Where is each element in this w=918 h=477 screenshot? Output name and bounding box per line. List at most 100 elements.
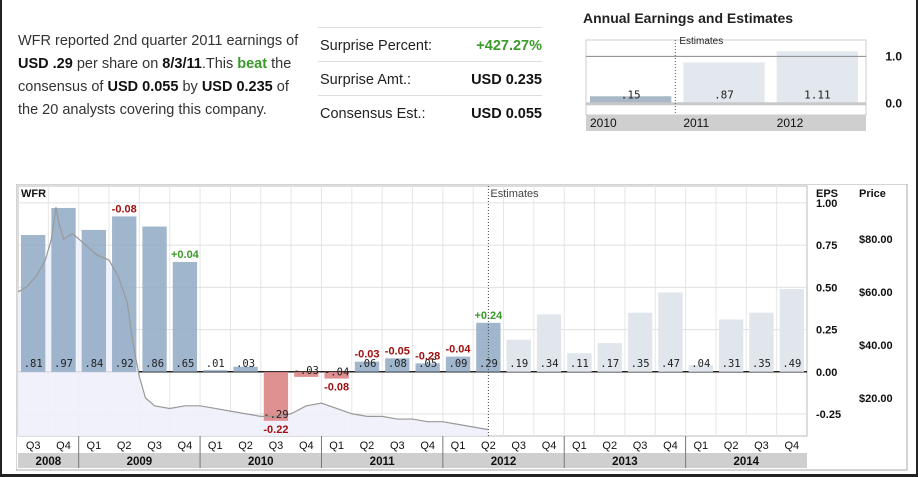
summary-text-1: WFR reported 2nd quarter 2011 earnings o… <box>18 33 299 49</box>
eps-value-label: .49 <box>782 358 801 370</box>
price-axis-label: Price <box>859 188 886 200</box>
eps-value-label: .47 <box>661 358 680 370</box>
summary-text-3: .This <box>201 56 234 72</box>
price-line <box>17 207 489 431</box>
eps-value-label: .81 <box>24 358 43 370</box>
eps-tick-label: -0.25 <box>816 409 841 421</box>
summary-verdict: beat <box>237 56 268 72</box>
annual-y-tick-label: 0.0 <box>885 96 902 110</box>
eps-value-label: .08 <box>388 358 407 370</box>
quarter-tick-label: Q2 <box>360 440 375 452</box>
annual-value-label: 1.11 <box>804 88 831 101</box>
surprise-label: -0.08 <box>112 203 137 215</box>
quarter-tick-label: Q1 <box>451 440 466 452</box>
eps-bar <box>506 339 531 372</box>
annual-zero-band <box>586 102 866 106</box>
surprise-label: -0.08 <box>324 382 349 394</box>
summary-date: 8/3/11 <box>162 56 202 72</box>
year-tick-label: 2008 <box>36 456 62 468</box>
annual-value-label: .15 <box>621 88 641 101</box>
year-tick-label: 2012 <box>491 456 517 468</box>
quarter-tick-label: Q3 <box>633 440 648 452</box>
eps-bar <box>415 363 440 372</box>
annual-earnings-panel: Annual Earnings and Estimates Estimates.… <box>583 10 903 135</box>
eps-value-label: .11 <box>570 358 589 370</box>
annual-y-tick-label: 1.0 <box>885 49 902 63</box>
earnings-summary: WFR reported 2nd quarter 2011 earnings o… <box>18 30 313 122</box>
eps-bar <box>749 312 774 372</box>
price-tick-label: $80.00 <box>859 234 893 246</box>
summary-eps: USD .29 <box>18 56 73 72</box>
quarter-tick-label: Q3 <box>754 440 769 452</box>
annual-chart-title: Annual Earnings and Estimates <box>583 10 794 26</box>
eps-tick-label: 0.50 <box>816 282 837 294</box>
price-tick-label: $20.00 <box>859 393 893 405</box>
stat-label: Consensus Est.: <box>320 106 426 122</box>
quarter-tick-label: Q4 <box>542 440 557 452</box>
eps-value-label: .31 <box>722 358 741 370</box>
eps-bar <box>536 314 562 372</box>
stat-row-surprise-amount: Surprise Amt.: USD 0.235 <box>318 61 542 95</box>
eps-price-history-chart: .81 .97 .84 .92 .86 .65 .01 .03 -.29 -.03 -.04 .06.… <box>16 184 908 471</box>
summary-text-6: of the 20 analysts covering this company… <box>18 79 289 118</box>
eps-value-label: .01 <box>206 358 225 370</box>
eps-value-label: .92 <box>115 358 134 370</box>
eps-value-label: .06 <box>357 358 376 370</box>
eps-bar <box>172 262 198 372</box>
eps-bar <box>597 343 622 372</box>
eps-bar <box>627 312 653 372</box>
summary-difference: USD 0.235 <box>201 79 273 95</box>
annual-x-axis <box>586 115 866 131</box>
annual-bar <box>590 96 672 104</box>
annual-x-tick-label: 2011 <box>683 116 709 130</box>
eps-tick-label: 0.25 <box>816 325 837 337</box>
quarter-tick-label: Q2 <box>724 440 739 452</box>
annual-x-tick-label: 2012 <box>777 116 804 130</box>
quarter-tick-label: Q3 <box>269 440 284 452</box>
eps-bar <box>142 226 167 372</box>
eps-bar <box>324 371 349 379</box>
annual-x-tick-label: 2010 <box>590 116 617 130</box>
eps-value-label: .35 <box>631 358 650 370</box>
eps-bar <box>263 371 289 421</box>
eps-value-label: .17 <box>600 358 619 370</box>
surprise-label: -0.22 <box>263 424 288 436</box>
quarter-tick-label: Q1 <box>329 440 344 452</box>
eps-bar <box>658 292 683 372</box>
summary-text-4: the consensus of <box>18 56 292 95</box>
summary-consensus: USD 0.055 <box>107 79 179 95</box>
eps-bar <box>445 356 471 372</box>
quarter-tick-label: Q2 <box>481 440 496 452</box>
quarter-tick-label: Q1 <box>87 440 102 452</box>
eps-bar <box>81 229 107 372</box>
price-area <box>18 207 489 436</box>
year-tick-label: 2010 <box>248 456 274 468</box>
eps-value-label: .19 <box>509 358 528 370</box>
stat-row-surprise-percent: Surprise Percent: +427.27% <box>318 27 542 61</box>
quarter-tick-label: Q2 <box>238 440 253 452</box>
surprise-label: -0.05 <box>385 345 410 357</box>
eps-value-label: .05 <box>418 358 437 370</box>
quarter-tick-label: Q4 <box>420 440 435 452</box>
surprise-label: -0.28 <box>415 350 440 362</box>
year-tick-label: 2013 <box>612 456 638 468</box>
eps-bar <box>233 366 258 372</box>
eps-value-label: .97 <box>54 358 73 370</box>
quarter-tick-label: Q3 <box>390 440 405 452</box>
eps-value-label: .34 <box>540 358 559 370</box>
quarter-tick-label: Q3 <box>147 440 162 452</box>
eps-value-label: -.04 <box>324 367 349 379</box>
quarter-tick-label: Q4 <box>784 440 799 452</box>
annual-earnings-chart: Estimates .15 .87 1.11 2010 2011 2012 1.0 0.0 <box>585 36 902 131</box>
quarter-tick-label: Q1 <box>693 440 708 452</box>
quarter-tick-label: Q2 <box>602 440 617 452</box>
quarter-tick-label: Q3 <box>26 440 41 452</box>
stat-row-consensus-estimate: Consensus Est.: USD 0.055 <box>318 95 542 129</box>
eps-bar <box>294 371 319 377</box>
eps-bar <box>21 234 46 372</box>
quarter-tick-label: Q4 <box>178 440 193 452</box>
eps-tick-label: 1.00 <box>816 198 837 210</box>
summary-text-2: per share on <box>76 56 159 72</box>
price-tick-label: $60.00 <box>859 287 893 299</box>
eps-value-label: -.29 <box>263 409 288 421</box>
